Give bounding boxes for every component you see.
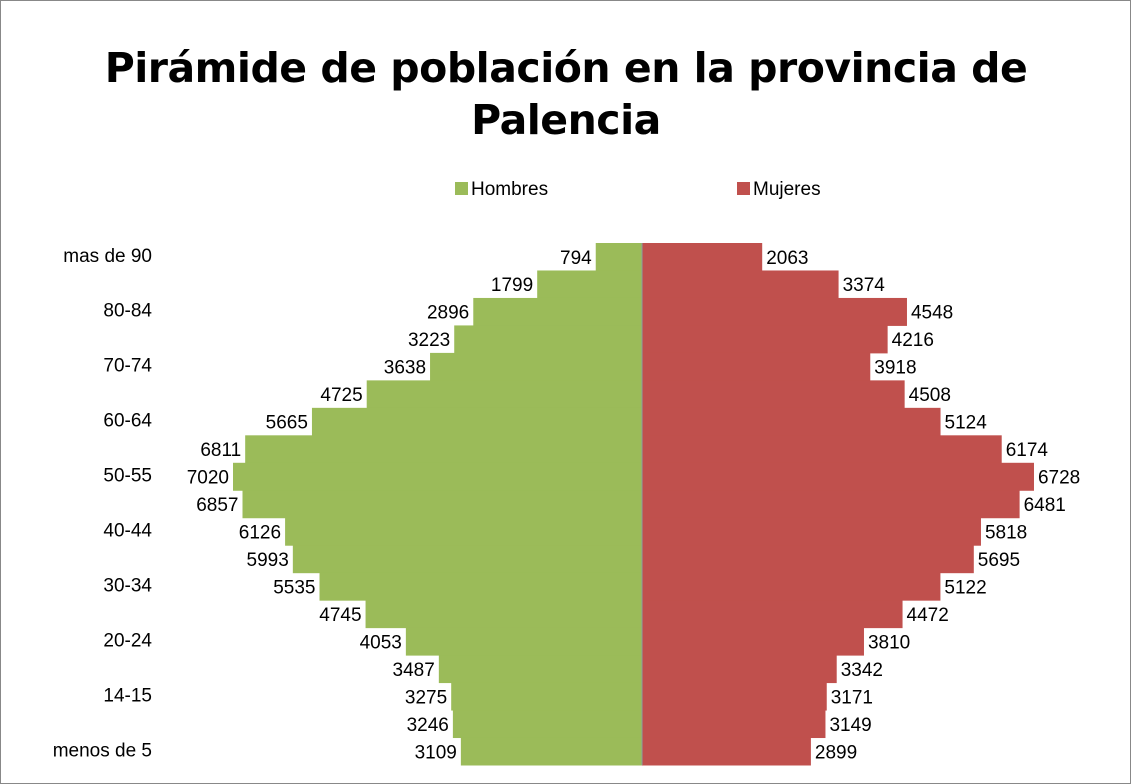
data-label: 3171 xyxy=(831,687,873,708)
bar xyxy=(242,490,643,519)
y-tick-label: 70-74 xyxy=(103,356,152,377)
legend-label: Mujeres xyxy=(753,179,821,200)
bar xyxy=(642,380,905,409)
bar xyxy=(642,710,826,739)
bar xyxy=(454,325,642,354)
data-label: 3342 xyxy=(841,660,883,681)
bar xyxy=(642,435,1002,464)
data-label: 5818 xyxy=(985,522,1027,543)
data-label: 7020 xyxy=(187,468,229,489)
bar xyxy=(642,352,871,381)
bar xyxy=(365,600,642,629)
data-label: 3275 xyxy=(405,687,447,708)
data-label: 5993 xyxy=(247,550,289,571)
data-label: 6857 xyxy=(196,495,238,516)
data-label: 4216 xyxy=(892,330,934,351)
legend-swatch xyxy=(737,182,750,195)
data-label: 3374 xyxy=(843,275,886,296)
data-label: 1799 xyxy=(491,275,533,296)
data-label: 4053 xyxy=(360,632,402,653)
bar xyxy=(451,682,642,711)
bar xyxy=(642,325,888,354)
data-label: 5124 xyxy=(945,413,988,434)
data-label: 5695 xyxy=(978,550,1020,571)
bar xyxy=(473,297,642,326)
bar xyxy=(452,710,642,739)
data-label: 6481 xyxy=(1024,495,1066,516)
data-label: 6728 xyxy=(1038,468,1080,489)
bar xyxy=(366,380,642,409)
bar xyxy=(292,545,642,574)
bar xyxy=(642,270,839,299)
data-label: 5535 xyxy=(273,577,315,598)
data-label: 3149 xyxy=(829,715,871,736)
bar xyxy=(642,737,811,766)
bar xyxy=(642,462,1034,491)
bar xyxy=(438,655,642,684)
data-label: 2899 xyxy=(815,742,857,763)
data-label: 794 xyxy=(560,248,592,269)
y-tick-label: 80-84 xyxy=(103,301,152,322)
bar xyxy=(319,572,642,601)
data-label: 2896 xyxy=(427,303,469,324)
bar xyxy=(642,627,864,656)
bar xyxy=(642,490,1020,519)
y-tick-label: 20-24 xyxy=(103,630,152,651)
y-tick-label: 40-44 xyxy=(103,520,152,541)
data-label: 3246 xyxy=(407,715,449,736)
bar xyxy=(405,627,642,656)
bar xyxy=(642,572,941,601)
bar xyxy=(642,682,827,711)
bar xyxy=(642,297,907,326)
data-label: 6174 xyxy=(1006,440,1049,461)
data-label: 6811 xyxy=(200,440,241,461)
data-label: 3638 xyxy=(384,358,426,379)
bar xyxy=(642,600,903,629)
data-label: 5122 xyxy=(944,577,986,598)
data-label: 4508 xyxy=(909,385,951,406)
y-tick-label: 14-15 xyxy=(103,685,152,706)
data-label: 3487 xyxy=(393,660,435,681)
bar xyxy=(642,243,763,271)
bar xyxy=(537,270,642,299)
data-label: 3810 xyxy=(868,632,910,653)
legend-swatch xyxy=(455,182,468,195)
data-label: 6126 xyxy=(239,522,281,543)
data-label: 4472 xyxy=(907,605,949,626)
y-tick-label: 50-55 xyxy=(103,466,152,487)
bar xyxy=(311,407,642,436)
y-tick-label: 60-64 xyxy=(103,411,152,432)
data-label: 4745 xyxy=(319,605,361,626)
bar xyxy=(245,435,643,464)
data-label: 3109 xyxy=(415,742,457,763)
bar xyxy=(595,243,642,271)
legend-label: Hombres xyxy=(471,179,548,200)
bar xyxy=(642,407,941,436)
bar xyxy=(642,545,974,574)
data-label: 2063 xyxy=(766,248,808,269)
data-label: 3223 xyxy=(408,330,450,351)
data-label: 5665 xyxy=(266,413,308,434)
chart-title: Pirámide de población en la provincia de… xyxy=(104,44,1028,144)
bar xyxy=(460,737,642,766)
bar xyxy=(642,517,981,546)
bar xyxy=(233,462,642,491)
y-tick-label: mas de 90 xyxy=(63,246,152,267)
bar xyxy=(285,517,642,546)
bar xyxy=(430,352,642,381)
data-label: 4548 xyxy=(911,303,953,324)
y-tick-label: menos de 5 xyxy=(53,740,152,761)
data-label: 3918 xyxy=(874,358,916,379)
bar xyxy=(642,655,837,684)
y-tick-label: 30-34 xyxy=(103,575,152,596)
data-label: 4725 xyxy=(320,385,362,406)
